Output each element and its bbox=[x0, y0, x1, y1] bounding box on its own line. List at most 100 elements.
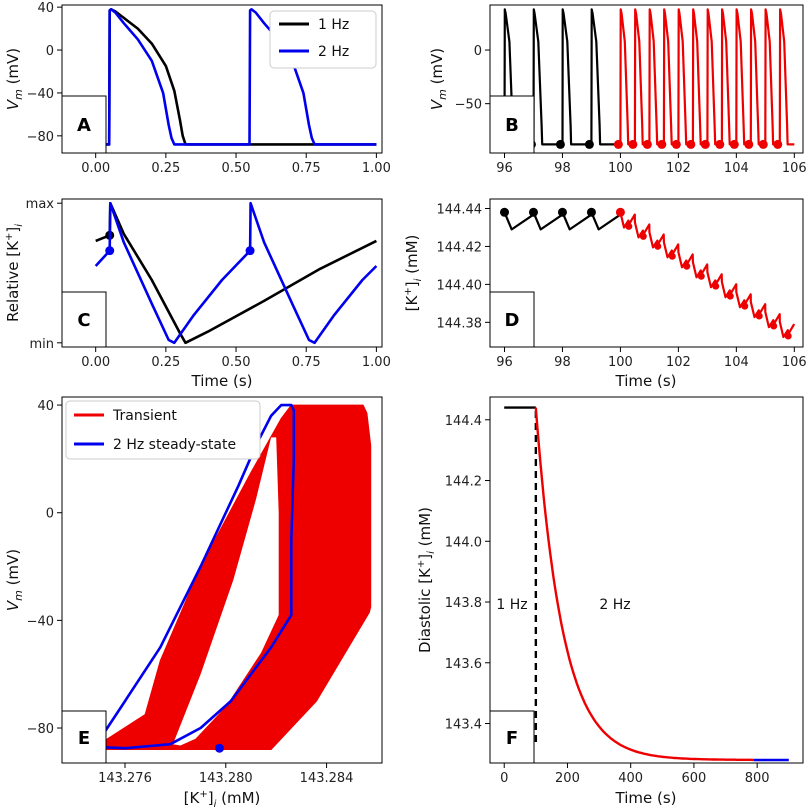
panel-f: 0 200 400 600 800 144.4 144.2 144.0 143.8 143.6 14… bbox=[416, 396, 804, 807]
diastolic-marker bbox=[700, 139, 710, 149]
panel-f-frame bbox=[489, 396, 804, 764]
series-line-f-transient bbox=[534, 407, 754, 762]
panel-f-ytick-label: 143.4 bbox=[445, 718, 482, 733]
beat-marker bbox=[697, 272, 705, 280]
panel-a-ytick-label: −40 bbox=[27, 87, 54, 102]
panel-f-ticks: 0 200 400 600 800 144.4 144.2 144.0 143.8 143.6 14… bbox=[445, 414, 770, 786]
panel-e-letter-box bbox=[61, 710, 107, 764]
panel-d-lines bbox=[499, 207, 796, 340]
panel-e-ytick-label: 0 bbox=[46, 507, 54, 522]
legend-label-2hz-steady: 2 Hz steady-state bbox=[113, 437, 236, 453]
series-line-c-2hz bbox=[94, 201, 378, 345]
panel-c-xtick-label: 1.00 bbox=[362, 355, 391, 370]
panel-b-xtick-label: 102 bbox=[666, 161, 691, 176]
diastolic-marker bbox=[758, 139, 768, 149]
panel-c-ytick-label: min bbox=[29, 337, 54, 352]
panel-f-xtick-label: 600 bbox=[682, 771, 707, 786]
panel-f-annotation-1hz: 1 Hz bbox=[496, 597, 527, 613]
panel-e-xlabel: [K+]i (mM) bbox=[184, 789, 261, 810]
beat-marker bbox=[105, 246, 115, 256]
diastolic-marker bbox=[773, 139, 783, 149]
panel-e-ticks: 143.276 143.280 143.284 40 0 −40 −80 bbox=[27, 399, 354, 786]
panel-b-letter: B bbox=[505, 115, 519, 136]
panel-a-ytick-label: −80 bbox=[27, 130, 54, 145]
panel-a-ytick-label: 0 bbox=[46, 44, 54, 59]
panel-f-ytick-label: 144.4 bbox=[445, 414, 482, 429]
panel-d: 96 98 100 102 104 106 144.44 144.42 144.40 144.38… bbox=[403, 198, 807, 390]
diastolic-marker bbox=[715, 139, 725, 149]
beat-marker bbox=[784, 332, 792, 340]
panel-c-lines bbox=[94, 201, 378, 345]
panel-b-ytick-label: 0 bbox=[474, 44, 482, 59]
panel-c-ytick-label: max bbox=[26, 197, 55, 212]
beat-marker bbox=[683, 262, 691, 270]
panel-b-lines bbox=[503, 8, 795, 149]
legend-label-2hz: 2 Hz bbox=[318, 44, 349, 60]
beat-marker bbox=[741, 302, 749, 310]
diastolic-marker bbox=[584, 139, 594, 149]
panel-f-ytick-label: 144.0 bbox=[445, 535, 482, 550]
panel-f-xlabel: Time (s) bbox=[615, 789, 677, 807]
panel-e-xtick-label: 143.284 bbox=[300, 771, 354, 786]
beat-marker bbox=[726, 292, 734, 300]
panel-d-xtick-label: 104 bbox=[724, 355, 749, 370]
panel-f-ytick-label: 143.6 bbox=[445, 657, 482, 672]
panel-a-lines bbox=[95, 8, 377, 146]
panel-b-ytick-label: −50 bbox=[455, 98, 482, 113]
panel-e-ytick-label: 40 bbox=[37, 399, 54, 414]
panel-c: 0.00 0.25 0.50 0.75 1.00 max min C Relative [K… bbox=[4, 197, 391, 390]
panel-f-xtick-label: 200 bbox=[555, 771, 580, 786]
panel-f-xtick-label: 800 bbox=[745, 771, 770, 786]
beat-marker bbox=[654, 242, 662, 250]
panel-d-letter-box bbox=[489, 291, 535, 348]
panel-a-ytick-label: 40 bbox=[37, 1, 54, 16]
panel-f-xtick-label: 0 bbox=[500, 771, 508, 786]
steady-state-marker bbox=[214, 743, 224, 753]
beat-marker bbox=[639, 232, 647, 240]
panel-e-xtick-label: 143.280 bbox=[199, 771, 253, 786]
panel-d-xtick-label: 106 bbox=[782, 355, 807, 370]
series-line-2hz-steady bbox=[93, 403, 296, 750]
panel-b: 96 98 100 102 104 106 0 −50 B Vm (mV) bbox=[428, 4, 807, 176]
panel-d-xtick-label: 98 bbox=[554, 355, 571, 370]
panel-e-xtick-label: 143.276 bbox=[98, 771, 152, 786]
panel-f-annotation-2hz: 2 Hz bbox=[599, 597, 630, 613]
panel-c-ticks: 0.00 0.25 0.50 0.75 1.00 max min bbox=[26, 197, 391, 370]
series-line-d-2hz bbox=[619, 212, 796, 339]
beat-marker bbox=[557, 207, 567, 217]
beat-marker bbox=[755, 312, 763, 320]
panel-d-xtick-label: 102 bbox=[666, 355, 691, 370]
diastolic-marker bbox=[729, 139, 739, 149]
panel-f-letter: F bbox=[506, 728, 518, 749]
diastolic-marker bbox=[686, 139, 696, 149]
beat-marker bbox=[499, 207, 509, 217]
panel-a-xtick-label: 0.00 bbox=[81, 161, 110, 176]
legend-label-transient: Transient bbox=[112, 408, 177, 424]
panel-b-xtick-label: 96 bbox=[496, 161, 513, 176]
panel-b-ylabel: Vm (mV) bbox=[428, 48, 449, 110]
panel-e-legend: Transient 2 Hz steady-state bbox=[65, 400, 261, 460]
panel-c-xtick-label: 0.00 bbox=[81, 355, 110, 370]
beat-marker bbox=[770, 322, 778, 330]
beat-marker bbox=[586, 207, 596, 217]
panel-d-ytick-label: 144.42 bbox=[437, 240, 483, 255]
panel-c-xtick-label: 0.50 bbox=[222, 355, 251, 370]
panel-d-letter: D bbox=[505, 310, 520, 331]
panel-a-letter: A bbox=[77, 115, 91, 136]
panel-f-letter-box bbox=[489, 710, 535, 764]
panel-d-ytick-label: 144.40 bbox=[437, 278, 483, 293]
beat-marker bbox=[668, 252, 676, 260]
series-area-transient bbox=[93, 404, 372, 750]
panel-b-xtick-label: 104 bbox=[724, 161, 749, 176]
panel-a-ylabel: Vm (mV) bbox=[4, 48, 25, 110]
panel-a-legend: 1 Hz 2 Hz bbox=[269, 10, 377, 69]
panel-f-xtick-label: 400 bbox=[618, 771, 643, 786]
beat-marker bbox=[625, 222, 633, 230]
loop-interior bbox=[172, 437, 279, 746]
beat-marker bbox=[245, 246, 255, 256]
panel-e-lines bbox=[93, 403, 372, 753]
panel-a-xtick-label: 0.75 bbox=[292, 161, 321, 176]
panel-f-ytick-label: 143.8 bbox=[445, 596, 482, 611]
diastolic-marker bbox=[657, 139, 667, 149]
panel-a-xtick-label: 0.25 bbox=[151, 161, 180, 176]
